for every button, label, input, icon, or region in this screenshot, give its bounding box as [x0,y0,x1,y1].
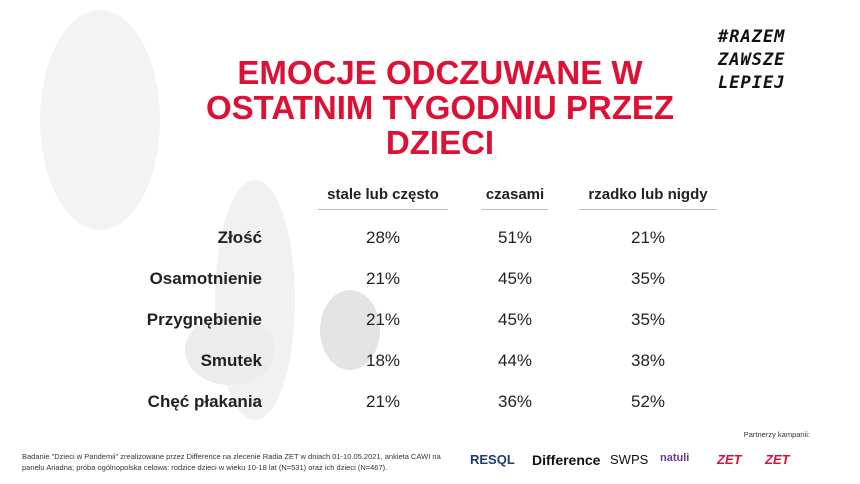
row-label: Złość [217,228,262,247]
table-cell: 18% [365,351,401,370]
logo: SWPS [610,452,649,467]
table-cell: 35% [630,269,666,288]
row-label: Przygnębienie [146,310,262,329]
footnote: Badanie "Dzieci w Pandemii" zrealizowane… [22,452,441,472]
hashtag-line: #RAZEM [718,27,786,47]
table-cell: 36% [497,392,533,411]
table-cell: 38% [630,351,666,370]
table-cell: 21% [630,228,666,247]
table-cell: 35% [630,310,666,329]
table-cell: 21% [365,392,401,411]
table-cell: 45% [497,310,533,329]
logo: natuli [660,452,690,464]
title: EMOCJE ODCZUWANE W OSTATNIM TYGODNIU PRZ… [205,54,675,161]
logo: RESQL [470,452,515,467]
row-label: Chęć płakania [147,392,262,411]
hashtag: #RAZEM ZAWSZE LEPIEJ [718,26,785,95]
hashtag-line: ZAWSZE [718,50,786,70]
logo: ZET [717,452,742,467]
partners-label: Partnerzy kampanii: [743,430,810,439]
table-cell: 45% [497,269,533,288]
row-label: Osamotnienie [149,269,262,288]
column-header: stale lub często [318,186,448,210]
hashtag-line: LEPIEJ [718,73,786,93]
table-cell: 52% [630,392,666,411]
row-label: Smutek [200,351,262,370]
column-header: rzadko lub nigdy [579,186,717,210]
table-cell: 51% [497,228,533,247]
table-cell: 21% [365,310,401,329]
table-cell: 28% [365,228,401,247]
logo: ZET [765,452,790,467]
column-header: czasami [482,186,548,210]
logo: Difference [532,452,601,468]
table-cell: 44% [497,351,533,370]
table-cell: 21% [365,269,401,288]
